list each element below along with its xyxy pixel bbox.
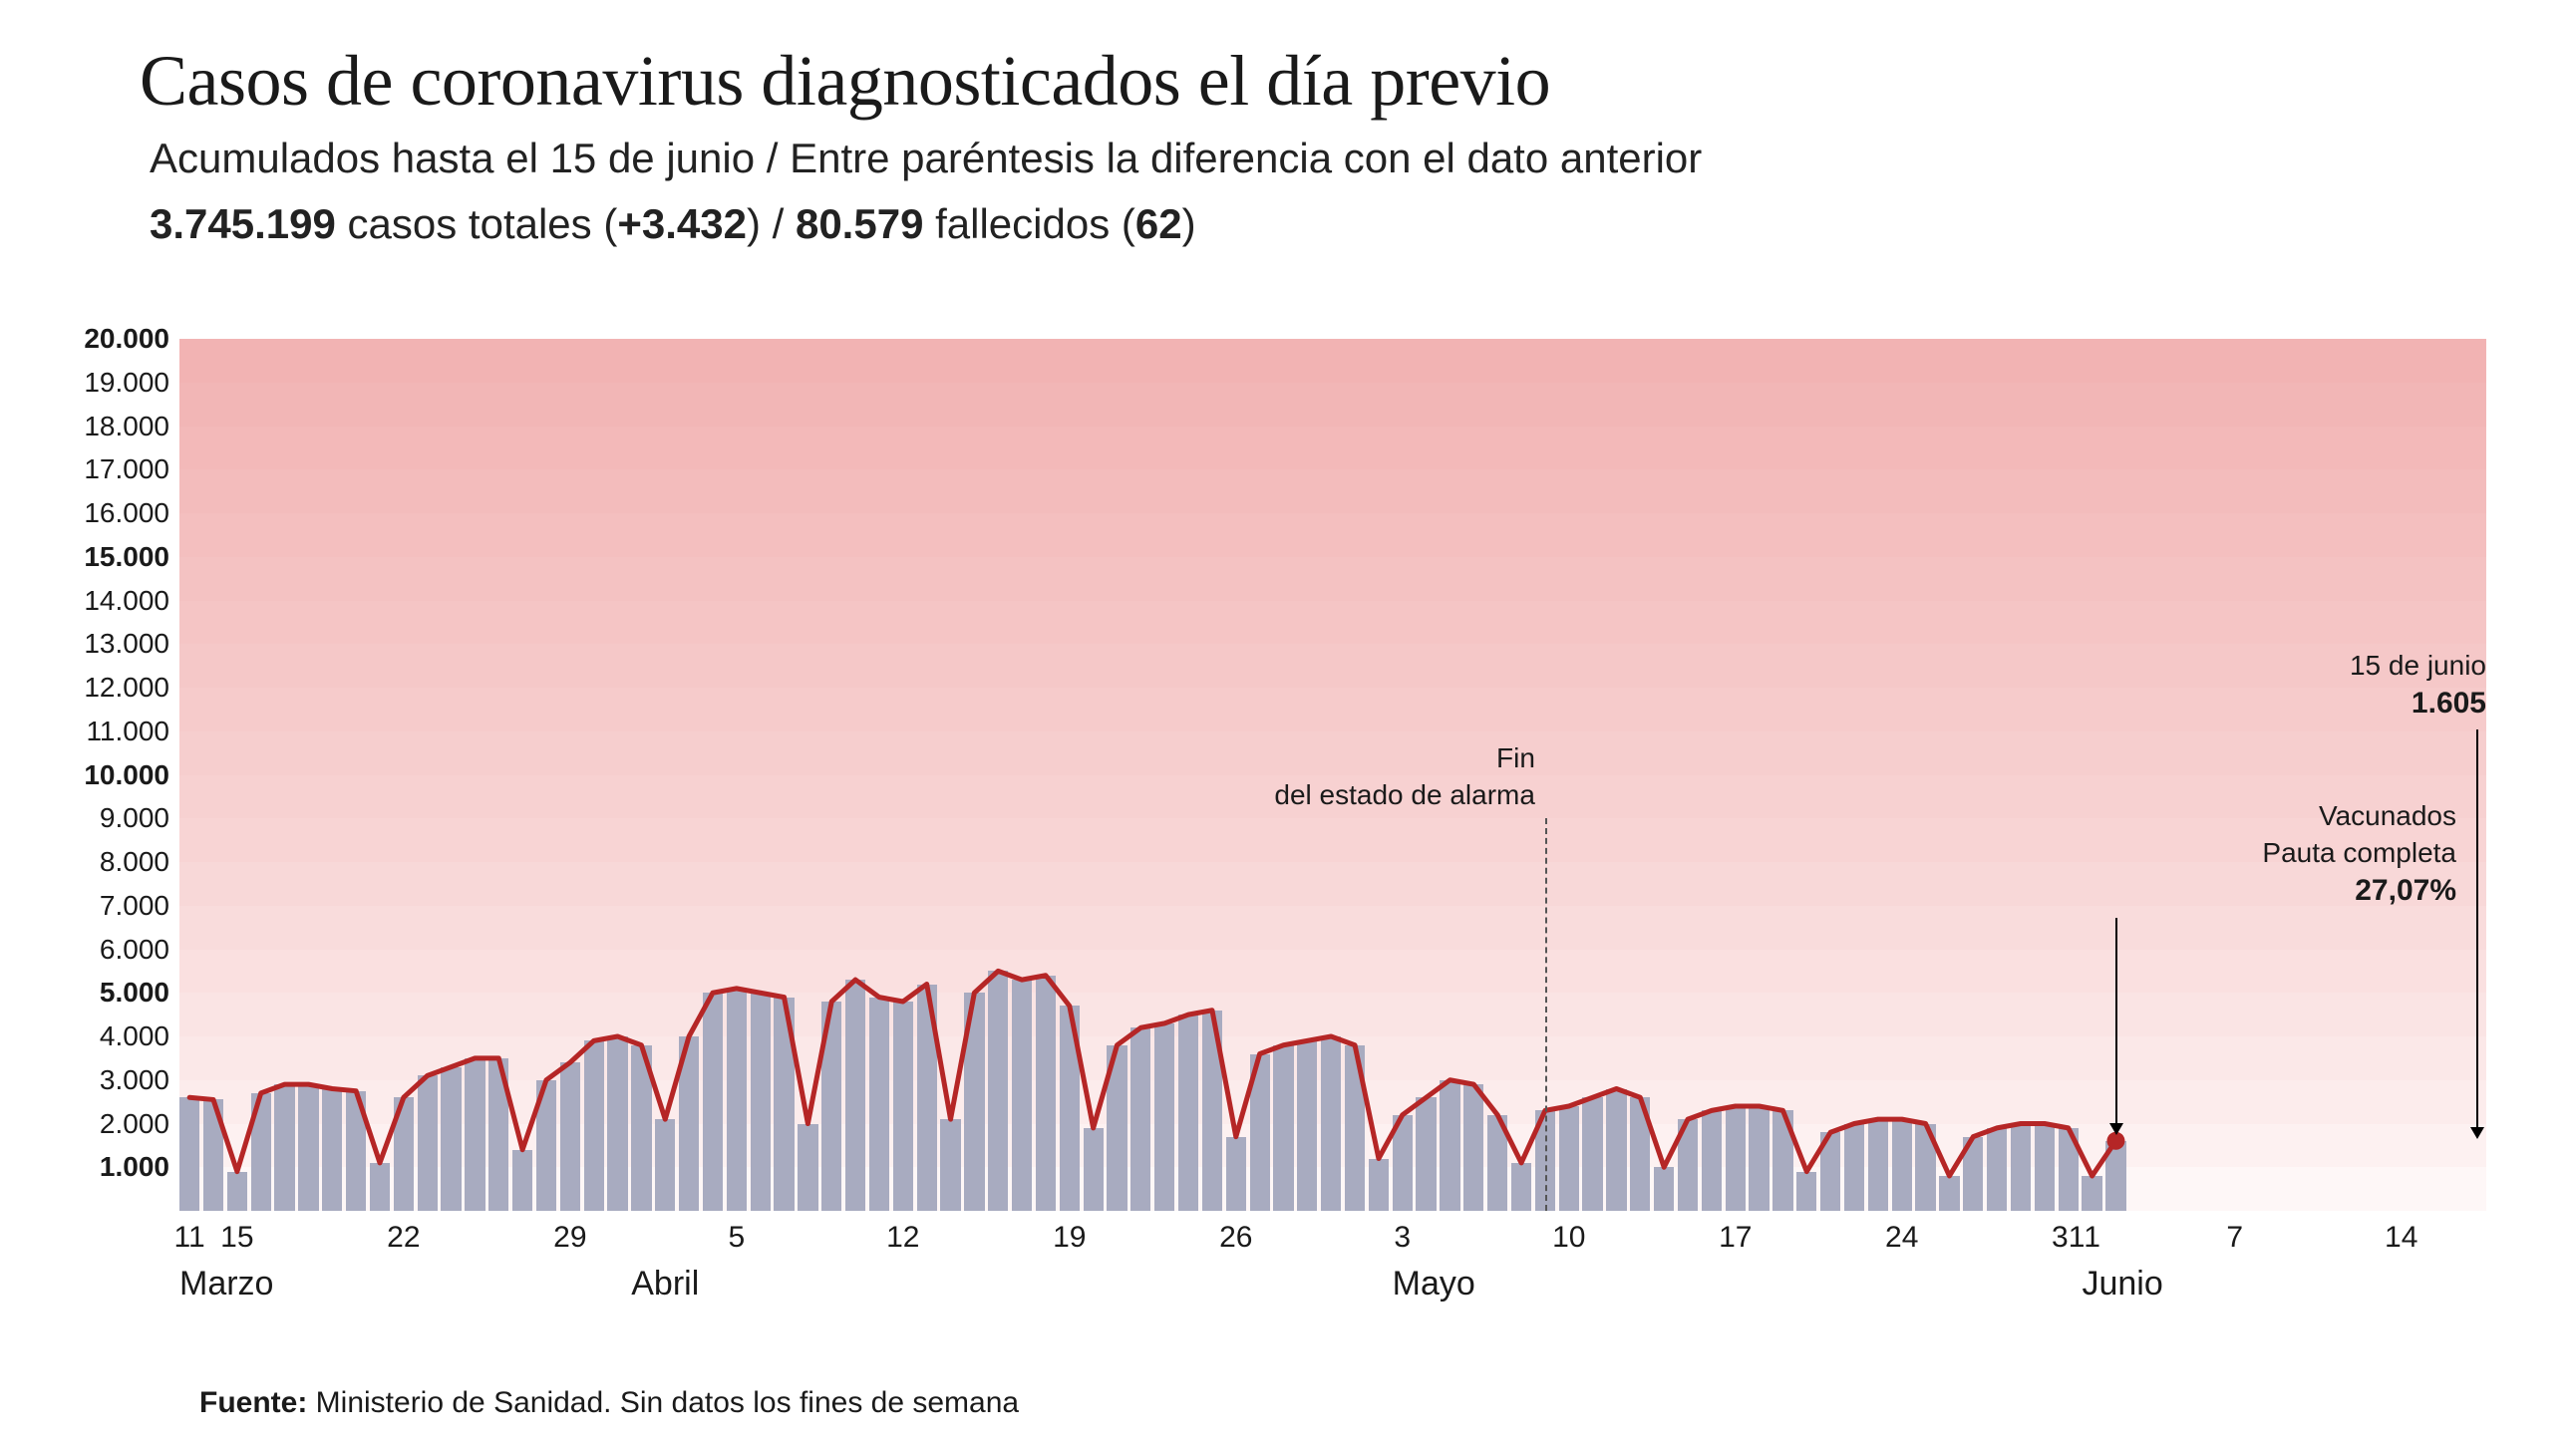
y-tick-label: 19.000 <box>84 369 169 397</box>
x-tick-label: 31 <box>2052 1221 2085 1255</box>
annotation-fin-alarma: Findel estado de alarma <box>1274 740 1535 813</box>
x-tick-label: 12 <box>886 1221 919 1255</box>
annotation-line-fin-alarma <box>1545 818 1547 1211</box>
chart-title: Casos de coronavirus diagnosticados el d… <box>140 40 2506 123</box>
chart-subtitle: Acumulados hasta el 15 de junio / Entre … <box>150 135 2506 182</box>
y-tick-label: 10.000 <box>84 761 169 789</box>
arrowhead-icon <box>2470 1127 2484 1139</box>
x-axis: 1115222951219263101724311714MarzoAbrilMa… <box>179 1221 2486 1340</box>
y-tick-label: 14.000 <box>84 587 169 615</box>
y-tick-label: 11.000 <box>86 718 169 745</box>
y-tick-label: 20.000 <box>84 325 169 353</box>
x-tick-label: 15 <box>220 1221 253 1255</box>
x-tick-label: 19 <box>1053 1221 1086 1255</box>
annotation-last-date: 15 de junio1.605 <box>2350 648 2486 723</box>
x-tick-label: 3 <box>1394 1221 1411 1255</box>
x-tick-label: 26 <box>1219 1221 1252 1255</box>
chart-plot-area: Findel estado de alarma 15 de junio1.605 V… <box>179 339 2486 1211</box>
y-tick-label: 3.000 <box>100 1066 169 1094</box>
y-tick-label: 17.000 <box>84 455 169 483</box>
y-tick-label: 1.000 <box>100 1153 169 1181</box>
x-tick-label: 5 <box>728 1221 745 1255</box>
x-tick-label: 10 <box>1552 1221 1585 1255</box>
y-tick-label: 2.000 <box>100 1110 169 1138</box>
y-tick-label: 12.000 <box>84 674 169 702</box>
annotation-vacunados: VacunadosPauta completa27,07% <box>2262 798 2456 910</box>
x-tick-label: 14 <box>2385 1221 2417 1255</box>
x-tick-label: 11 <box>174 1221 205 1255</box>
x-month-label: Abril <box>631 1265 699 1304</box>
x-tick-label: 29 <box>553 1221 586 1255</box>
x-month-label: Mayo <box>1393 1265 1475 1304</box>
y-tick-label: 4.000 <box>100 1022 169 1050</box>
y-tick-label: 16.000 <box>84 499 169 527</box>
y-tick-label: 5.000 <box>100 979 169 1007</box>
annotation-leader-line <box>2476 729 2478 1133</box>
arrowhead-icon <box>2109 1123 2123 1135</box>
y-tick-label: 7.000 <box>100 892 169 920</box>
y-tick-label: 13.000 <box>84 630 169 658</box>
y-axis: 20.00019.00018.00017.00016.00015.00014.0… <box>50 339 169 1211</box>
y-tick-label: 15.000 <box>84 543 169 571</box>
x-tick-label: 24 <box>1885 1221 1918 1255</box>
y-tick-label: 6.000 <box>100 936 169 964</box>
x-tick-label: 1 <box>2084 1221 2100 1255</box>
x-month-label: Marzo <box>179 1265 273 1304</box>
y-tick-label: 9.000 <box>100 804 169 832</box>
x-tick-label: 17 <box>1719 1221 1752 1255</box>
x-tick-label: 7 <box>2226 1221 2243 1255</box>
annotation-leader-line <box>2115 918 2117 1129</box>
chart-source: Fuente: Ministerio de Sanidad. Sin datos… <box>199 1386 1019 1420</box>
x-month-label: Junio <box>2082 1265 2162 1304</box>
x-tick-label: 22 <box>387 1221 420 1255</box>
y-tick-label: 8.000 <box>100 848 169 876</box>
chart-summary: 3.745.199 casos totales (+3.432) / 80.57… <box>150 200 2506 248</box>
y-tick-label: 18.000 <box>84 413 169 440</box>
